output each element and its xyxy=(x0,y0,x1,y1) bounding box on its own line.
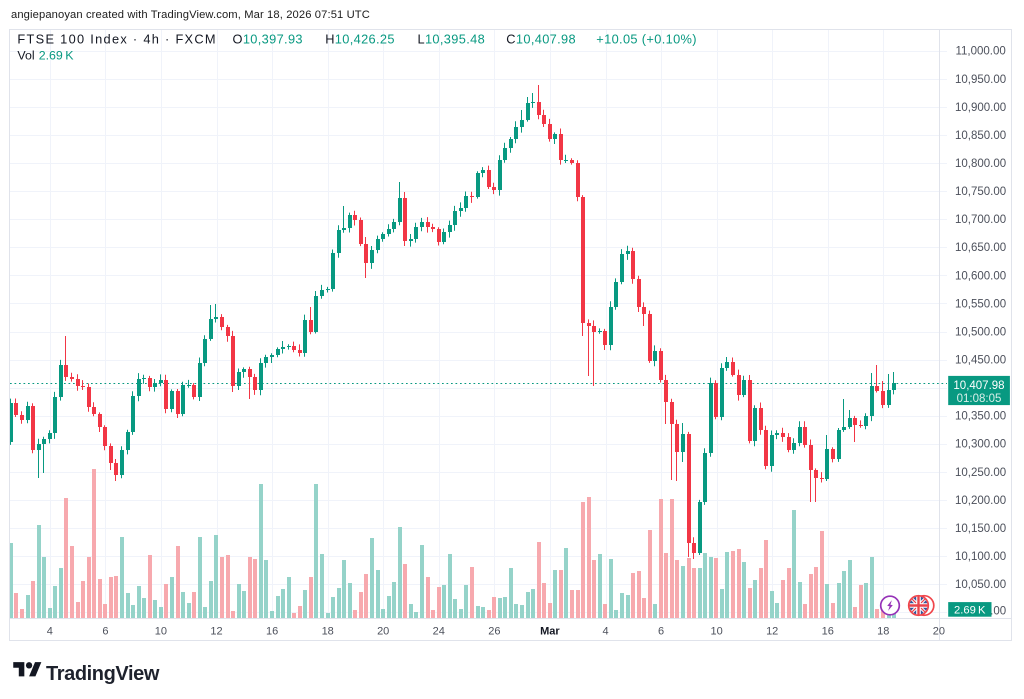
svg-text:26: 26 xyxy=(488,625,500,637)
svg-text:10,450.00: 10,450.00 xyxy=(955,355,1006,367)
svg-text:10,050.00: 10,050.00 xyxy=(955,579,1006,591)
svg-text:16: 16 xyxy=(822,625,834,637)
svg-text:10,407.98: 10,407.98 xyxy=(953,380,1004,392)
svg-text:FTSE 100 Index · 4h · FXCM: FTSE 100 Index · 4h · FXCM xyxy=(17,32,217,47)
svg-text:2.69 K: 2.69 K xyxy=(954,604,986,616)
svg-text:Vol: Vol xyxy=(17,48,34,62)
svg-text:10: 10 xyxy=(155,625,167,637)
svg-text:Mar: Mar xyxy=(540,625,560,637)
svg-text:6: 6 xyxy=(658,625,664,637)
svg-text:10,200.00: 10,200.00 xyxy=(955,495,1006,507)
svg-text:O10,397.93: O10,397.93 xyxy=(233,32,303,47)
svg-text:01:08:05: 01:08:05 xyxy=(957,393,1002,405)
svg-text:4: 4 xyxy=(47,625,53,637)
svg-text:C10,407.98: C10,407.98 xyxy=(506,32,576,47)
svg-text:10: 10 xyxy=(710,625,722,637)
svg-text:12: 12 xyxy=(766,625,778,637)
svg-text:10,750.00: 10,750.00 xyxy=(955,186,1006,198)
svg-text:+10.05 (+0.10%): +10.05 (+0.10%) xyxy=(596,32,697,47)
svg-text:10,500.00: 10,500.00 xyxy=(955,326,1006,338)
svg-text:10,250.00: 10,250.00 xyxy=(955,467,1006,479)
svg-text:10,150.00: 10,150.00 xyxy=(955,523,1006,535)
svg-text:6: 6 xyxy=(102,625,108,637)
svg-text:4: 4 xyxy=(602,625,608,637)
svg-text:10,900.00: 10,900.00 xyxy=(955,102,1006,114)
svg-text:20: 20 xyxy=(377,625,389,637)
svg-text:10,300.00: 10,300.00 xyxy=(955,439,1006,451)
svg-text:24: 24 xyxy=(433,625,445,637)
svg-text:2.69 K: 2.69 K xyxy=(39,48,75,62)
svg-text:16: 16 xyxy=(266,625,278,637)
svg-text:10,100.00: 10,100.00 xyxy=(955,551,1006,563)
svg-text:12: 12 xyxy=(210,625,222,637)
svg-text:H10,426.25: H10,426.25 xyxy=(325,32,395,47)
svg-text:10,350.00: 10,350.00 xyxy=(955,411,1006,423)
svg-text:18: 18 xyxy=(877,625,889,637)
svg-text:18: 18 xyxy=(322,625,334,637)
svg-text:10,550.00: 10,550.00 xyxy=(955,298,1006,310)
svg-text:11,000.00: 11,000.00 xyxy=(955,46,1005,58)
svg-text:10,600.00: 10,600.00 xyxy=(955,270,1006,282)
svg-text:10,850.00: 10,850.00 xyxy=(955,130,1006,142)
svg-text:10,700.00: 10,700.00 xyxy=(955,214,1006,226)
svg-text:L10,395.48: L10,395.48 xyxy=(418,32,486,47)
svg-text:10,650.00: 10,650.00 xyxy=(955,242,1006,254)
svg-text:10,950.00: 10,950.00 xyxy=(955,74,1006,86)
svg-text:10,800.00: 10,800.00 xyxy=(955,158,1006,170)
svg-text:20: 20 xyxy=(933,625,945,637)
